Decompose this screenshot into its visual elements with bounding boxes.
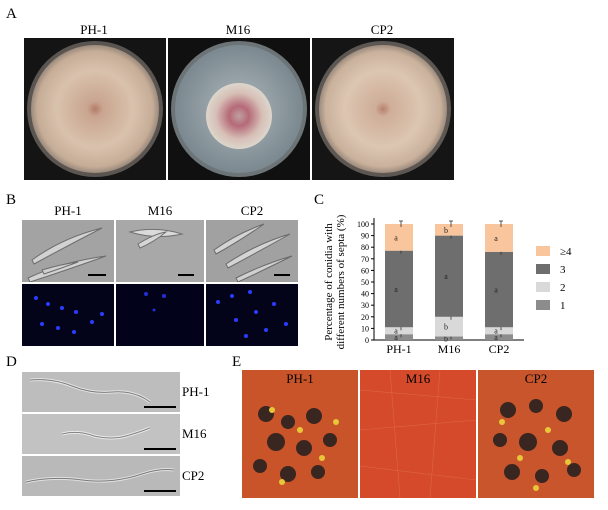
panel-c-letter: C <box>314 192 325 208</box>
panel-b-title-m16: M16 <box>147 203 173 218</box>
y-tick-label: 10 <box>361 324 369 333</box>
scale-bar <box>144 490 176 492</box>
legend-swatch <box>536 300 550 310</box>
significance-letter: a <box>494 234 498 243</box>
scale-bar <box>88 274 106 276</box>
x-tick-label: M16 <box>438 342 461 356</box>
legend-label: ≥4 <box>560 246 572 258</box>
y-tick-label: 30 <box>361 301 369 310</box>
y-tick-label: 60 <box>361 266 369 275</box>
legend-label: 1 <box>560 300 566 312</box>
bar-segment <box>435 235 463 317</box>
bar-segment <box>385 327 413 335</box>
legend-swatch <box>536 264 550 274</box>
conidia-fluor-m16 <box>116 284 204 346</box>
bar-segment <box>385 250 413 328</box>
panel-d-label-cp2: CP2 <box>182 468 205 483</box>
conidia-dic-m16 <box>116 220 204 282</box>
significance-letter: b <box>444 323 448 332</box>
y-tick-label: 50 <box>361 278 369 287</box>
septa-stacked-bar-chart: Percentage of conidia with different numb… <box>323 214 572 356</box>
panel-d-label-m16: M16 <box>182 426 207 441</box>
panel-a-title-m16: M16 <box>225 22 251 37</box>
bar-segment <box>435 316 463 337</box>
y-tick-label: 100 <box>357 220 369 229</box>
conidia-fluor-ph1 <box>22 284 114 346</box>
legend-swatch <box>536 246 550 256</box>
bar-segment <box>385 224 413 251</box>
y-tick-label: 40 <box>361 290 369 299</box>
panel-b-title-cp2: CP2 <box>240 203 264 218</box>
significance-letter: a <box>394 233 398 242</box>
significance-letter: a <box>394 327 398 336</box>
germ-tube-m16 <box>22 414 180 454</box>
y-tick-label: 80 <box>361 243 369 252</box>
legend-swatch <box>536 282 550 292</box>
y-axis-label: different numbers of septa (%) <box>335 214 347 349</box>
significance-letter: a <box>494 286 498 295</box>
y-tick-label: 0 <box>365 336 369 345</box>
panel-e-title-ph1: PH-1 <box>286 371 314 386</box>
panel-a-letter: A <box>6 6 17 22</box>
scale-bar <box>144 406 176 408</box>
plate-photo-m16 <box>168 38 310 180</box>
y-tick-label: 70 <box>361 255 369 264</box>
panel-a-title-cp2: CP2 <box>370 22 394 37</box>
bar-segment <box>435 336 463 340</box>
bar-segment <box>435 224 463 236</box>
panel-b-letter: B <box>6 192 17 208</box>
panel-e-title-m16: M16 <box>405 371 431 386</box>
bar-segment <box>485 327 513 335</box>
significance-letter: a <box>444 272 448 281</box>
y-tick-label: 20 <box>361 313 369 322</box>
panel-d-label-ph1: PH-1 <box>182 384 210 399</box>
germ-tube-cp2 <box>22 456 180 496</box>
x-tick-label: CP2 <box>489 342 510 356</box>
perithecia-photo-ph1 <box>242 370 358 498</box>
legend-label: 3 <box>560 264 566 276</box>
significance-letter: b <box>444 226 448 235</box>
conidia-dic-cp2 <box>206 220 298 282</box>
conidia-dic-ph1 <box>22 220 114 282</box>
panel-e-letter: E <box>232 354 242 370</box>
plate-photo-cp2 <box>312 38 454 180</box>
significance-letter: a <box>494 327 498 336</box>
bar-segment <box>485 251 513 328</box>
significance-letter: b <box>444 334 448 343</box>
panel-d-letter: D <box>6 354 17 370</box>
bar-segment <box>385 334 413 340</box>
perithecia-photo-cp2 <box>478 370 594 498</box>
perithecia-photo-m16 <box>360 370 476 498</box>
scale-bar <box>274 274 290 276</box>
significance-letter: a <box>394 285 398 294</box>
bar-segment <box>485 224 513 252</box>
panel-a-title-ph1: PH-1 <box>80 22 108 37</box>
legend-label: 2 <box>560 282 566 294</box>
scale-bar <box>178 274 194 276</box>
bar-segment <box>485 334 513 340</box>
significance-letter: a <box>394 333 398 342</box>
plate-photo-ph1 <box>24 38 166 180</box>
x-tick-label: PH-1 <box>386 342 411 356</box>
panel-e-title-cp2: CP2 <box>524 371 548 386</box>
scale-bar <box>144 448 176 450</box>
germ-tube-ph1 <box>22 372 180 412</box>
conidia-fluor-cp2 <box>206 284 298 346</box>
y-tick-label: 90 <box>361 232 369 241</box>
y-axis-label: Percentage of conidia with <box>323 223 335 341</box>
significance-letter: a <box>494 333 498 342</box>
panel-b-title-ph1: PH-1 <box>54 203 82 218</box>
